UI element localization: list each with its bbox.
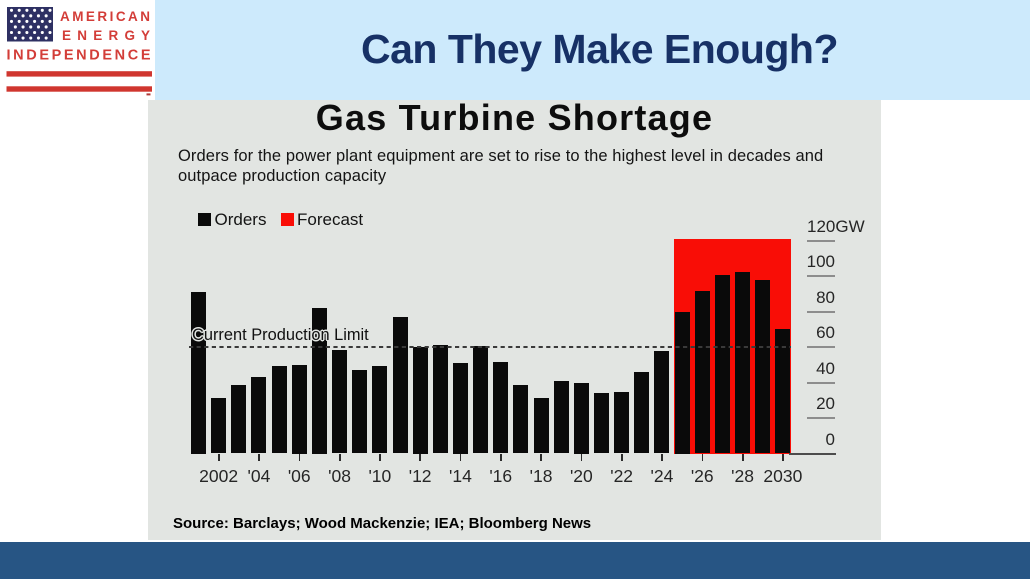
svg-text:INDEPENDENCE: INDEPENDENCE	[7, 48, 151, 64]
svg-text:E N E R G Y: E N E R G Y	[62, 28, 150, 43]
svg-text:AMERICAN: AMERICAN	[60, 9, 150, 24]
